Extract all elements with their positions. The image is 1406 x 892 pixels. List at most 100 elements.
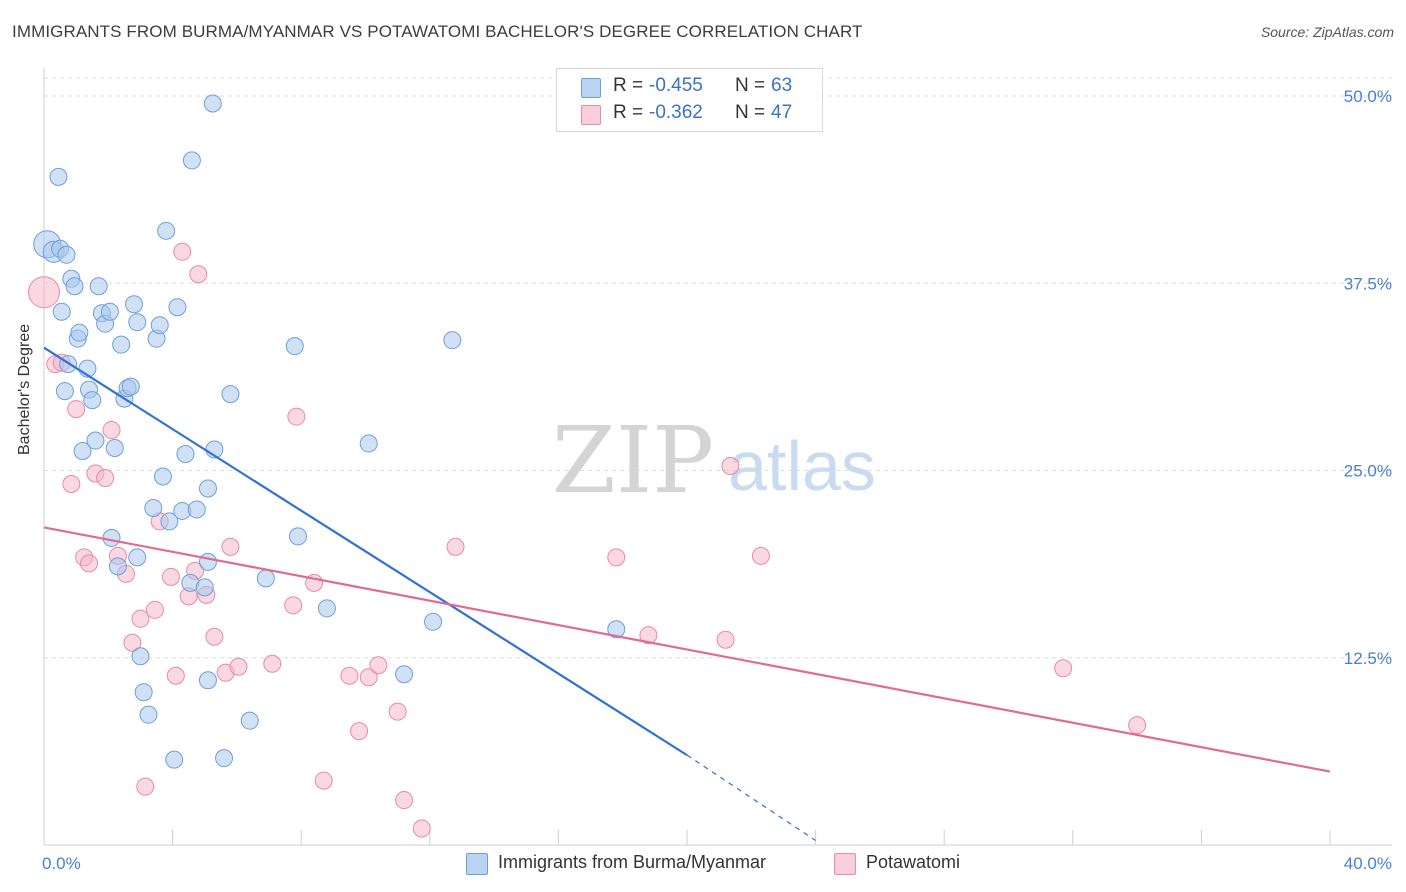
data-point — [221, 537, 240, 556]
watermark-zip: ZIP — [552, 407, 714, 514]
data-point — [203, 94, 222, 113]
chart-title: IMMIGRANTS FROM BURMA/MYANMAR VS POTAWAT… — [12, 22, 863, 41]
legend-swatch-pink — [834, 853, 856, 875]
data-point — [157, 221, 176, 240]
data-point — [240, 711, 259, 730]
data-point — [134, 683, 153, 702]
data-point — [108, 557, 127, 576]
data-point — [131, 609, 150, 628]
data-point — [359, 434, 378, 453]
data-point — [160, 512, 179, 531]
data-point — [359, 668, 378, 687]
data-point — [395, 791, 414, 810]
watermark-atlas: atlas — [728, 427, 876, 505]
data-point — [187, 500, 206, 519]
data-point — [443, 331, 462, 350]
r-label: R = — [613, 102, 644, 123]
data-point — [340, 666, 359, 685]
series-burma-points — [33, 94, 626, 769]
data-point — [1128, 716, 1147, 735]
data-point — [607, 548, 626, 567]
data-point — [198, 552, 217, 571]
data-point — [751, 546, 770, 565]
trend-line — [43, 346, 688, 757]
data-point — [83, 391, 102, 410]
data-point — [221, 385, 240, 404]
data-point — [388, 702, 407, 721]
data-point — [131, 647, 150, 666]
data-point — [128, 313, 147, 332]
data-point — [369, 656, 388, 675]
data-point — [285, 337, 304, 356]
data-point — [424, 612, 443, 631]
data-point — [256, 569, 275, 588]
data-point — [123, 633, 142, 652]
data-point — [65, 277, 84, 296]
data-point — [52, 302, 71, 321]
data-point — [57, 245, 76, 264]
data-point — [229, 657, 248, 676]
data-point — [102, 421, 121, 440]
x-tick-label: 40.0% — [1344, 854, 1392, 873]
data-point — [49, 167, 68, 186]
x-tick-label: 0.0% — [42, 854, 81, 873]
data-point — [136, 777, 155, 796]
data-point — [125, 295, 144, 314]
data-point — [150, 316, 169, 335]
data-point — [317, 599, 336, 618]
data-point — [100, 302, 119, 321]
legend-swatch-blue — [466, 853, 488, 875]
data-point — [121, 377, 140, 396]
data-point — [284, 596, 303, 615]
trend-lines — [43, 346, 1331, 842]
tick-labels: 12.5% 25.0% 37.5% 50.0% 0.0% 40.0% — [42, 87, 1392, 873]
data-point — [263, 654, 282, 673]
data-point — [198, 671, 217, 690]
legend-label: Immigrants from Burma/Myanmar — [498, 852, 767, 872]
data-point — [105, 439, 124, 458]
y-tick-label: 37.5% — [1344, 274, 1392, 293]
data-point — [395, 665, 414, 684]
data-point — [62, 474, 81, 493]
data-point — [153, 467, 172, 486]
data-point — [161, 567, 180, 586]
data-point — [215, 749, 234, 768]
axes — [43, 68, 1392, 846]
data-point — [102, 528, 121, 547]
n-value: 47 — [771, 102, 793, 123]
data-point — [314, 771, 333, 790]
r-value: -0.455 — [649, 75, 703, 96]
y-tick-label: 50.0% — [1344, 87, 1392, 106]
data-point — [55, 382, 74, 401]
data-point — [607, 620, 626, 639]
gridlines — [44, 77, 1392, 659]
data-point — [1054, 659, 1073, 678]
stats-box: R = -0.455 N = 63 R = -0.362 N = 47 — [556, 68, 823, 132]
data-point — [721, 457, 740, 476]
y-tick-label: 25.0% — [1344, 462, 1392, 481]
trend-line — [43, 526, 1331, 773]
data-point — [173, 242, 192, 261]
data-point — [639, 626, 658, 645]
data-point — [139, 705, 158, 724]
legend-label: Potawatomi — [866, 852, 961, 872]
data-point — [80, 554, 99, 573]
n-value: 63 — [771, 75, 793, 96]
data-point — [288, 527, 307, 546]
trend-line-extension — [686, 754, 816, 842]
source-credit: Source: ZipAtlas.com — [1260, 24, 1394, 40]
data-point — [287, 407, 306, 426]
data-point — [112, 335, 131, 354]
n-label: N = — [735, 102, 766, 123]
data-point — [412, 819, 431, 838]
data-point — [128, 548, 147, 567]
y-tick-label: 12.5% — [1344, 649, 1392, 668]
r-label: R = — [613, 75, 644, 96]
data-point — [96, 468, 115, 487]
data-point — [73, 442, 92, 461]
data-point — [176, 445, 195, 464]
data-point — [350, 722, 369, 741]
data-point — [189, 265, 208, 284]
data-point — [145, 600, 164, 619]
